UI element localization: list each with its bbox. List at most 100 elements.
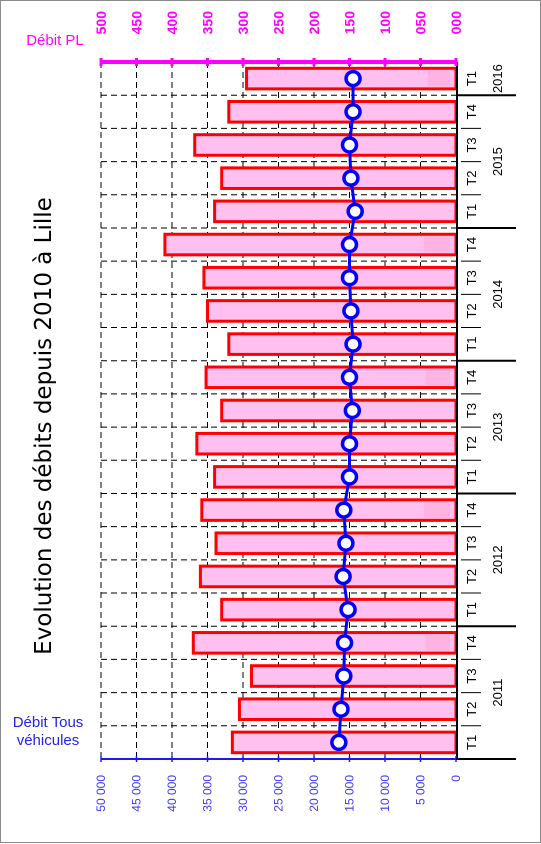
- quarter-label: T1: [464, 602, 479, 617]
- point-debit-pl: [332, 700, 350, 718]
- left-tick-label: 15 000: [343, 775, 357, 812]
- bar-secondary: [425, 369, 450, 386]
- quarter-label: T4: [464, 237, 479, 252]
- left-tick-label: 50 000: [94, 775, 108, 812]
- quarter-label: T3: [464, 270, 479, 285]
- quarter-label: T1: [464, 735, 479, 750]
- point-debit-pl: [342, 169, 360, 187]
- left-tick-label: 20 000: [307, 775, 321, 812]
- quarter-label: T1: [464, 469, 479, 484]
- right-axis-label: Débit PL: [26, 32, 84, 49]
- right-tick-label: 450: [129, 11, 145, 35]
- bar-secondary: [425, 634, 450, 651]
- bar-tous-vehicules: [220, 597, 458, 622]
- quarter-label: T1: [464, 204, 479, 219]
- axis-layer: [99, 58, 516, 762]
- point-debit-pl: [340, 136, 359, 154]
- pink-layer: [424, 70, 450, 651]
- bar-secondary: [424, 236, 450, 253]
- right-tick-label: 400: [164, 11, 180, 35]
- right-tick-label: 100: [377, 11, 393, 35]
- point-debit-pl: [340, 268, 359, 287]
- bar-tous-vehicules: [200, 498, 458, 522]
- left-tick-label: 0: [449, 775, 463, 782]
- left-axis-label-line2: véhicules: [17, 732, 80, 749]
- quarter-label: T3: [464, 403, 479, 418]
- bar-tous-vehicules: [193, 133, 458, 157]
- left-tick-label: 45 000: [130, 775, 144, 812]
- point-debit-pl: [340, 468, 359, 486]
- quarter-label: T3: [464, 668, 479, 683]
- left-tick-label: 5 000: [414, 775, 428, 805]
- point-debit-pl: [335, 634, 354, 652]
- point-debit-pl: [340, 368, 359, 387]
- year-label: 2013: [490, 413, 505, 442]
- quarter-label: T4: [464, 370, 479, 385]
- bar-tous-vehicules: [198, 564, 458, 589]
- right-tick-label: 200: [306, 11, 322, 35]
- bar-tous-vehicules: [206, 299, 458, 323]
- year-label: 2016: [490, 64, 505, 93]
- point-debit-pl: [340, 235, 359, 254]
- point-debit-pl: [346, 202, 364, 221]
- bar-tous-vehicules: [204, 365, 458, 390]
- quarter-label: T1: [464, 71, 479, 86]
- bar-tous-vehicules: [227, 332, 458, 356]
- point-debit-pl: [344, 69, 362, 88]
- quarter-label: T2: [464, 171, 479, 186]
- bar-tous-vehicules: [220, 166, 458, 190]
- point-debit-pl: [340, 434, 359, 453]
- right-tick-label: 050: [413, 11, 429, 35]
- bar-tous-vehicules: [163, 232, 458, 257]
- quarter-label: T2: [464, 569, 479, 584]
- bar-tous-vehicules: [213, 465, 458, 489]
- bar-tous-vehicules: [250, 664, 458, 688]
- point-debit-pl: [344, 103, 362, 121]
- point-debit-pl: [342, 302, 360, 320]
- quarter-label: T3: [464, 536, 479, 551]
- right-tick-label: 300: [235, 11, 251, 35]
- point-debit-pl: [335, 667, 353, 685]
- right-tick-label: 350: [200, 11, 216, 35]
- quarter-label: T2: [464, 303, 479, 318]
- right-tick-label: 000: [448, 11, 464, 35]
- left-tick-label: 40 000: [165, 775, 179, 812]
- quarter-label: T2: [464, 702, 479, 717]
- point-debit-pl: [330, 733, 348, 752]
- quarter-label: T3: [464, 137, 479, 152]
- left-axis-label-line1: Débit Tous: [13, 714, 84, 731]
- bar-tous-vehicules: [227, 99, 458, 124]
- year-label: 2012: [490, 545, 505, 574]
- quarter-label: T4: [464, 502, 479, 517]
- chart-title: Evolution des débits depuis 2010 à Lille: [31, 197, 57, 655]
- left-tick-label: 35 000: [201, 775, 215, 812]
- quarter-label: T1: [464, 337, 479, 352]
- point-debit-pl: [339, 600, 357, 619]
- year-label: 2014: [490, 280, 505, 309]
- left-tick-label: 25 000: [272, 775, 286, 812]
- point-debit-pl: [337, 534, 355, 553]
- right-tick-label: 500: [93, 11, 109, 35]
- point-debit-pl: [334, 567, 352, 586]
- point-debit-pl: [335, 501, 353, 519]
- quarter-label: T2: [464, 436, 479, 451]
- point-debit-pl: [344, 335, 362, 353]
- year-label: 2015: [490, 147, 505, 176]
- year-label: 2011: [490, 679, 505, 707]
- quarter-label: T4: [464, 104, 479, 119]
- text-layer: Evolution des débits depuis 2010 à Lille…: [13, 11, 505, 812]
- bar-tous-vehicules: [214, 531, 458, 556]
- point-debit-pl: [343, 401, 362, 420]
- bar-tous-vehicules: [220, 398, 458, 423]
- quarter-label: T4: [464, 635, 479, 650]
- bar-tous-vehicules: [213, 199, 458, 224]
- bar-tous-vehicules: [202, 265, 458, 290]
- bar-secondary: [427, 70, 450, 87]
- line-layer: [330, 69, 364, 752]
- left-tick-label: 30 000: [236, 775, 250, 812]
- bar-tous-vehicules: [195, 431, 458, 456]
- right-tick-label: 150: [342, 11, 358, 35]
- bar-tous-vehicules: [191, 631, 458, 655]
